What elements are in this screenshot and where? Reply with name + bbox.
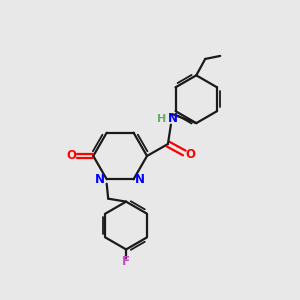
Text: O: O xyxy=(185,148,195,161)
Text: O: O xyxy=(67,149,77,162)
Text: N: N xyxy=(95,173,105,186)
Text: N: N xyxy=(135,173,145,186)
Text: F: F xyxy=(122,256,130,268)
Text: N: N xyxy=(167,112,177,125)
Text: H: H xyxy=(157,114,166,124)
